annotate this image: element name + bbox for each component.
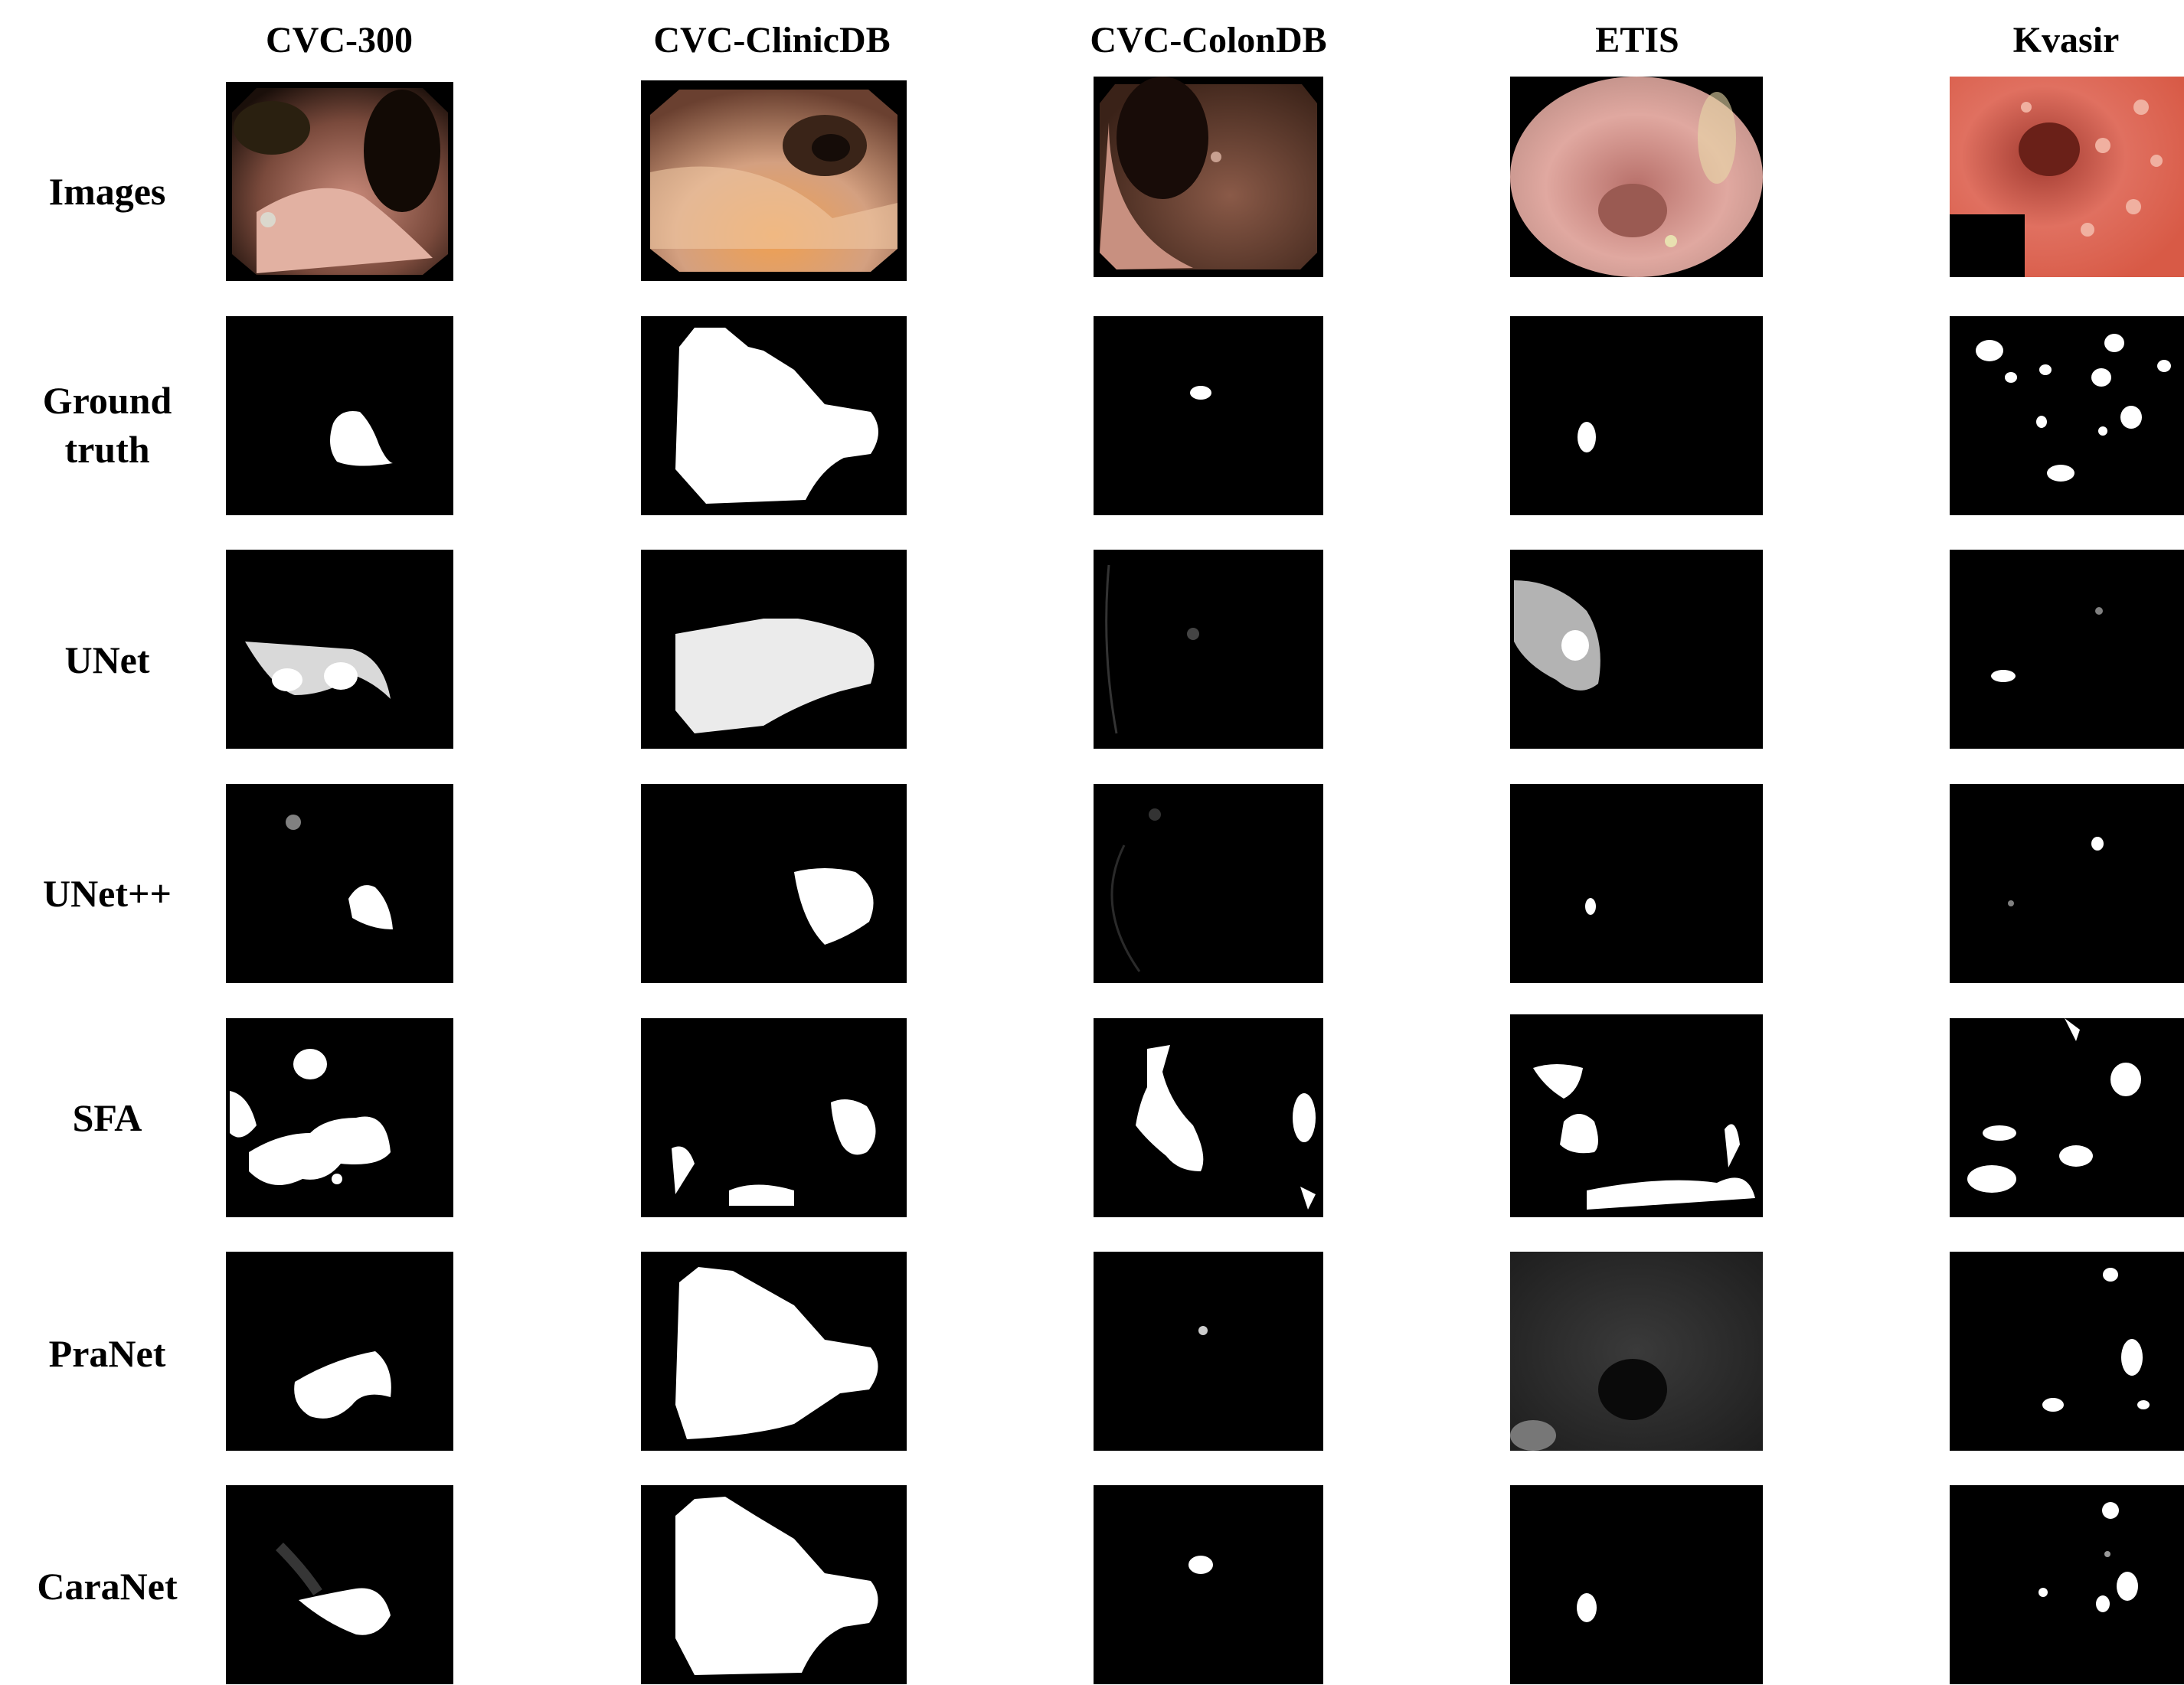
- mask-ground-truth-cvc-300: [226, 316, 453, 515]
- column-header-cvc-colondb: CVC-ColonDB: [1090, 20, 1327, 60]
- mask-ground-truth-kvasir: [1950, 316, 2184, 515]
- mask-caranet-kvasir: [1950, 1485, 2184, 1684]
- mask-unet-plus-plus-cvc-colondb: [1094, 784, 1323, 983]
- image-etis: [1510, 77, 1763, 277]
- mask-pranet-cvc-colondb: [1094, 1252, 1323, 1451]
- mask-unet-plus-plus-cvc-300: [226, 784, 453, 983]
- image-kvasir: [1950, 77, 2184, 277]
- image-cvc-colondb: [1094, 77, 1323, 277]
- mask-sfa-cvc-clinicdb: [641, 1018, 907, 1217]
- mask-ground-truth-cvc-clinicdb: [641, 316, 907, 515]
- row-label-ground-truth: Ground truth: [42, 379, 172, 471]
- row-label-images: Images: [48, 170, 166, 213]
- mask-caranet-cvc-clinicdb: [641, 1485, 907, 1684]
- row-label-unet-plus-plus: UNet++: [42, 872, 172, 915]
- row-label-sfa: SFA: [72, 1096, 142, 1139]
- mask-ground-truth-etis: [1510, 316, 1763, 515]
- mask-pranet-cvc-300: [226, 1252, 453, 1451]
- mask-unet-kvasir: [1950, 550, 2184, 749]
- mask-pranet-cvc-clinicdb: [641, 1252, 907, 1451]
- row-label-caranet: CaraNet: [37, 1565, 178, 1608]
- mask-unet-plus-plus-cvc-clinicdb: [641, 784, 907, 983]
- image-cvc-300: [226, 82, 453, 281]
- mask-sfa-kvasir: [1950, 1018, 2184, 1217]
- mask-unet-cvc-300: [226, 550, 453, 749]
- mask-caranet-cvc-300: [226, 1485, 453, 1684]
- mask-sfa-cvc-colondb: [1094, 1018, 1323, 1217]
- mask-unet-cvc-colondb: [1094, 550, 1323, 749]
- mask-unet-plus-plus-kvasir: [1950, 784, 2184, 983]
- mask-unet-cvc-clinicdb: [641, 550, 907, 749]
- mask-caranet-cvc-colondb: [1094, 1485, 1323, 1684]
- column-header-etis: ETIS: [1595, 20, 1679, 60]
- column-header-cvc-clinicdb: CVC-ClinicDB: [653, 20, 891, 60]
- row-label-pranet: PraNet: [48, 1332, 166, 1375]
- mask-caranet-etis: [1510, 1485, 1763, 1684]
- row-label-unet: UNet: [64, 638, 150, 681]
- column-header-cvc-300: CVC-300: [266, 20, 413, 60]
- column-header-kvasir: Kvasir: [2012, 20, 2120, 60]
- mask-unet-plus-plus-etis: [1510, 784, 1763, 983]
- image-cvc-clinicdb: [641, 80, 907, 281]
- mask-sfa-etis: [1510, 1014, 1763, 1217]
- mask-pranet-kvasir: [1950, 1252, 2184, 1451]
- mask-unet-etis: [1510, 550, 1763, 749]
- mask-sfa-cvc-300: [226, 1018, 453, 1217]
- mask-pranet-etis: [1510, 1252, 1763, 1451]
- mask-ground-truth-cvc-colondb: [1094, 316, 1323, 515]
